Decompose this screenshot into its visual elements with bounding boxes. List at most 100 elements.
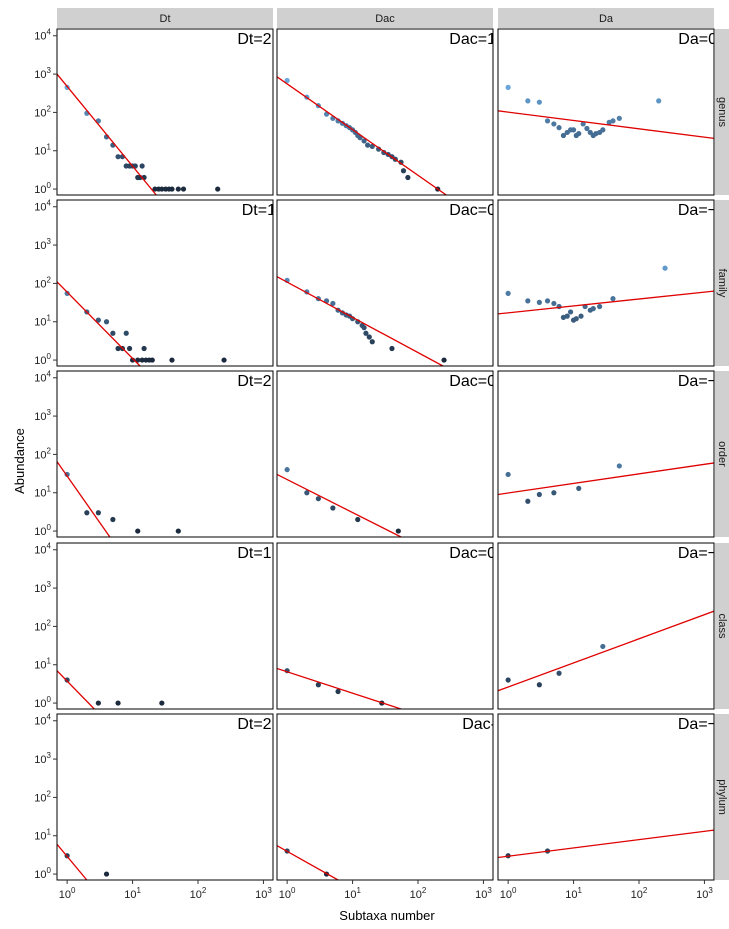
panel-family-Dac: Dac=0 — [276, 199, 494, 367]
data-point — [544, 118, 551, 124]
x-tick-label: 102 — [410, 886, 427, 901]
data-point — [400, 168, 407, 174]
fit-line — [498, 462, 714, 496]
data-point — [366, 334, 372, 340]
panel-background — [57, 371, 273, 537]
data-point — [580, 121, 586, 127]
y-tick-label: 104 — [34, 542, 51, 557]
panel-background — [277, 29, 493, 195]
data-point — [284, 77, 290, 84]
panel-border — [276, 199, 494, 367]
data-point — [556, 125, 562, 131]
fit-line — [277, 667, 402, 709]
panel-annotation: Dt=2. — [237, 373, 276, 390]
y-tick-label: 102 — [34, 446, 51, 461]
y-tick-label: 100 — [34, 352, 51, 367]
data-point — [573, 316, 579, 322]
fit-line — [277, 473, 402, 537]
data-point — [159, 700, 165, 706]
panel-border — [276, 713, 494, 881]
y-tick-label: 102 — [34, 104, 51, 119]
data-point — [129, 357, 136, 363]
data-point — [284, 467, 290, 473]
data-point — [590, 306, 596, 312]
data-point — [441, 357, 447, 363]
row-strip-phylum — [715, 714, 729, 880]
x-tick-label: 102 — [631, 886, 648, 901]
panel-background — [277, 200, 493, 366]
data-point — [123, 330, 129, 336]
data-point — [610, 296, 616, 302]
x-axis-title: Subtaxa number — [339, 908, 435, 923]
y-tick-label: 101 — [34, 485, 51, 500]
data-point — [221, 357, 227, 363]
x-tick-label: 100 — [500, 886, 517, 901]
panel-background — [498, 543, 714, 709]
panel-background — [498, 29, 714, 195]
panel-border — [497, 28, 715, 196]
x-tick-label: 100 — [59, 886, 76, 901]
y-tick-label: 102 — [34, 789, 51, 804]
panel-border — [497, 370, 715, 538]
data-point — [330, 300, 336, 307]
data-point — [135, 528, 141, 534]
y-tick-label: 102 — [34, 618, 51, 633]
y-tick-label: 101 — [34, 143, 51, 158]
y-tick-label: 101 — [34, 828, 51, 843]
data-point — [616, 115, 622, 121]
panel-annotation: Da=− — [678, 202, 717, 219]
data-point — [355, 516, 361, 523]
panel-border — [276, 542, 494, 710]
data-point — [139, 163, 145, 169]
panel-genus-Dac: Dac=1 — [276, 28, 494, 196]
panel-annotation: Da=− — [678, 545, 717, 562]
data-point — [361, 138, 367, 144]
row-strips: genus family order class phylum — [715, 29, 729, 880]
data-point — [175, 528, 181, 534]
panel-phylum-Dac: Dac- — [276, 713, 496, 881]
panel-annotation: Dac- — [462, 716, 496, 733]
data-point — [84, 510, 90, 516]
data-point — [180, 186, 187, 192]
data-point — [115, 345, 121, 352]
data-point — [363, 330, 369, 336]
y-axis-title: Abundance — [12, 428, 27, 494]
panel-background — [277, 371, 493, 537]
x-tick-label: 103 — [696, 886, 713, 901]
data-point — [135, 357, 141, 363]
panel-annotation: Dt=1. — [237, 545, 276, 562]
y-tick-label: 104 — [34, 370, 51, 385]
x-tick-label: 101 — [344, 886, 361, 901]
y-tick-label: 103 — [34, 751, 51, 766]
y-tick-label: 100 — [34, 695, 51, 710]
data-point — [560, 132, 567, 139]
data-point — [576, 485, 582, 491]
data-point — [115, 700, 121, 706]
row-strip-label: genus — [716, 97, 728, 127]
y-tick-label: 100 — [34, 181, 51, 196]
fit-line — [498, 829, 714, 859]
data-point — [536, 491, 542, 498]
panel-border — [276, 370, 494, 538]
panel-annotation: Dt=2. — [237, 716, 276, 733]
row-strip-class — [715, 543, 729, 709]
y-tick-label: 104 — [34, 199, 51, 214]
panel-phylum-Dt: Dt=2. — [56, 713, 276, 881]
fit-line — [57, 670, 95, 709]
data-point — [551, 121, 557, 127]
x-tick-label: 103 — [255, 886, 272, 901]
fit-line — [498, 610, 714, 692]
data-point — [369, 143, 375, 149]
column-strips: Dt Dac Da — [57, 8, 714, 28]
data-point — [505, 290, 511, 296]
data-point — [505, 677, 511, 683]
data-point — [64, 290, 70, 296]
row-strip-label: order — [716, 441, 728, 467]
fit-line — [57, 461, 111, 537]
data-point — [395, 528, 401, 534]
data-point — [525, 298, 531, 304]
column-strip-Dt — [57, 8, 273, 28]
panel-class-Dt: Dt=1. — [56, 542, 276, 710]
data-point — [597, 303, 603, 310]
